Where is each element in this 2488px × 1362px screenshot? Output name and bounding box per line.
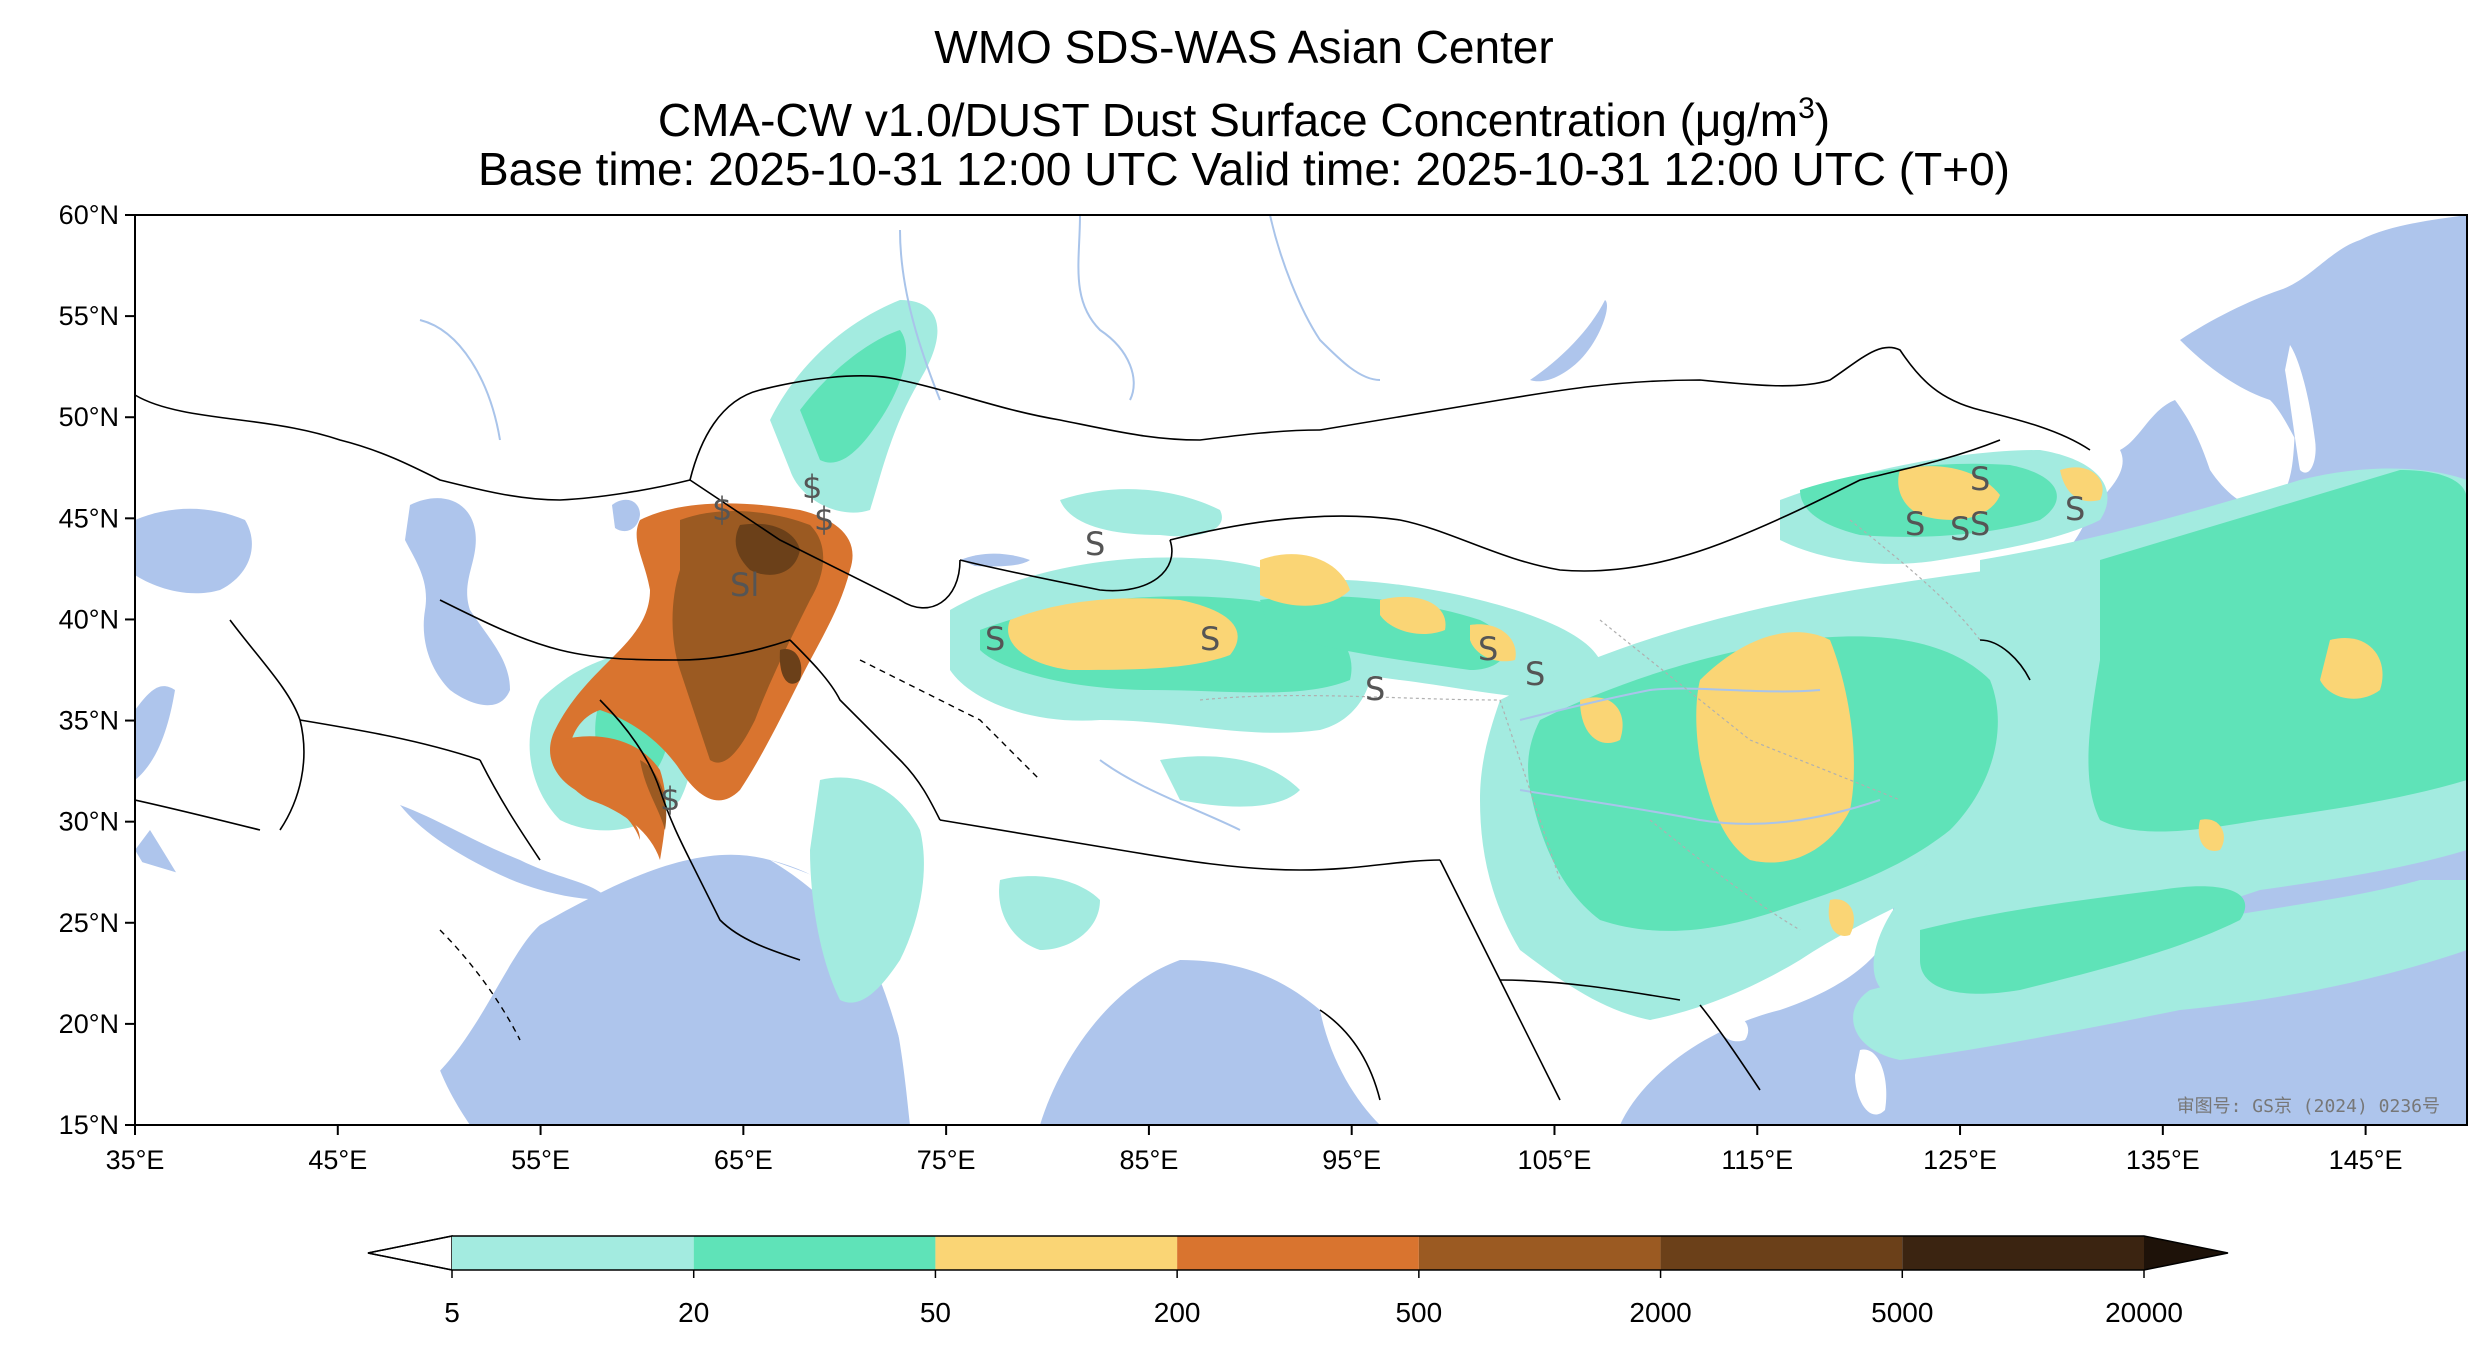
map-area: $ $ $ Sl $ S S S S S S S S S S S 审图号: GS… <box>135 215 2467 1125</box>
dust-storm-symbol: S <box>1085 525 1105 563</box>
colorbar-segment <box>1902 1236 2144 1270</box>
map-frame <box>134 214 2468 1126</box>
lat-tick-label: 20°N <box>59 1009 119 1039</box>
colorbar-level-label: 5 <box>444 1297 460 1328</box>
lon-tick-label: 135°E <box>2126 1145 2200 1175</box>
dust-storm-symbol: S <box>1950 510 1970 548</box>
subtitle-superscript: 3 <box>1798 92 1815 125</box>
dust-level-2000-5000 <box>735 523 802 684</box>
province-borders <box>1199 519 1981 931</box>
lon-tick-label: 75°E <box>917 1145 976 1175</box>
colorbar: 5 20 50 200 500 2000 5000 20000 <box>367 1235 2229 1328</box>
black-sea <box>135 508 252 594</box>
longitude-axis: 35°E 45°E 55°E 65°E 75°E 85°E 95°E 105°E 115°E 12… <box>106 1125 2403 1175</box>
lon-tick-label: 45°E <box>308 1145 367 1175</box>
caspian-sea <box>405 498 510 706</box>
colorbar-level-label: 20000 <box>2105 1297 2183 1328</box>
map-title: WMO SDS-WAS Asian Center <box>934 21 1554 73</box>
dust-level-500-2000 <box>640 510 824 830</box>
colorbar-level-label: 500 <box>1395 1297 1442 1328</box>
colorbar-level-label: 50 <box>920 1297 951 1328</box>
arabian-sea <box>135 854 910 1125</box>
dust-storm-symbol: S <box>1970 460 1990 498</box>
lon-tick-label: 55°E <box>511 1145 570 1175</box>
hainan <box>1719 1014 1749 1042</box>
lat-tick-label: 25°N <box>59 908 119 938</box>
sea-of-okhotsk <box>2180 215 2467 470</box>
rivers <box>419 215 1881 831</box>
lon-tick-label: 35°E <box>106 1145 165 1175</box>
dust-storm-symbol: $ <box>712 490 732 528</box>
lon-tick-label: 125°E <box>1923 1145 1997 1175</box>
dust-storm-symbol: S <box>1525 655 1545 693</box>
colorbar-segment <box>693 1236 936 1270</box>
colorbar-level-label: 5000 <box>1871 1297 1933 1328</box>
luzon <box>1855 1049 1887 1115</box>
dust-storm-symbol: $ <box>814 500 834 538</box>
map-subtitle: CMA-CW v1.0/DUST Dust Surface Concentrat… <box>0 82 2488 147</box>
lat-tick-label: 45°N <box>59 503 119 533</box>
lat-tick-label: 50°N <box>59 402 119 432</box>
lake-baikal <box>1530 300 1608 382</box>
lat-tick-label: 40°N <box>59 604 119 634</box>
lat-tick-label: 60°N <box>59 200 119 230</box>
colorbar-level-label: 200 <box>1154 1297 1201 1328</box>
india-peninsula <box>770 860 1060 1125</box>
dust-storm-symbol: S <box>1478 630 1498 668</box>
colorbar-level-label: 2000 <box>1629 1297 1691 1328</box>
latitude-axis: 60°N 55°N 50°N 45°N 40°N 35°N 30°N 25°N 20°N 15°N <box>59 200 135 1140</box>
map-approval-stamp: 审图号: GS京 (2024) 0236号 <box>2177 1096 2440 1117</box>
lon-tick-label: 85°E <box>1119 1145 1178 1175</box>
lat-tick-label: 15°N <box>59 1110 119 1140</box>
dust-storm-symbol: $ <box>802 468 822 506</box>
colorbar-under-extension <box>367 1235 453 1271</box>
colorbar-segment <box>935 1236 1178 1270</box>
dust-storm-symbol: S <box>985 620 1005 658</box>
lon-tick-label: 65°E <box>714 1145 773 1175</box>
dust-storm-symbol: S <box>1200 620 1220 658</box>
sakhalin <box>2285 345 2316 473</box>
arabian-coast <box>135 860 470 1125</box>
colorbar-segment <box>1177 1236 1419 1270</box>
lake-balkhash <box>960 553 1030 567</box>
disputed-borders <box>439 659 1041 1041</box>
map-time-info: Base time: 2025-10-31 12:00 UTC Valid ti… <box>478 143 2010 195</box>
lon-tick-label: 105°E <box>1518 1145 1592 1175</box>
mediterranean <box>135 686 175 780</box>
bay-of-bengal <box>1040 960 1380 1125</box>
dust-storm-symbol: Sl <box>730 566 759 604</box>
colorbar-segment <box>452 1236 694 1270</box>
colorbar-over-extension <box>2144 1236 2228 1270</box>
aral-sea <box>612 499 640 532</box>
country-borders <box>135 346 2091 1101</box>
lat-tick-label: 35°N <box>59 706 119 736</box>
subtitle-text: CMA-CW v1.0/DUST Dust Surface Concentrat… <box>657 94 1799 146</box>
colorbar-segment <box>1660 1236 1903 1270</box>
dust-storm-symbol: S <box>1365 670 1385 708</box>
lon-tick-label: 115°E <box>1721 1145 1793 1175</box>
dust-storm-symbol: S <box>1970 505 1990 543</box>
dust-storm-symbol: $ <box>660 780 680 818</box>
lat-tick-label: 30°N <box>59 807 119 837</box>
lon-tick-label: 95°E <box>1322 1145 1381 1175</box>
colorbar-segment <box>1418 1236 1661 1270</box>
dust-storm-symbols: $ $ $ Sl $ S S S S S S S S S S S <box>660 460 2085 818</box>
lon-tick-label: 145°E <box>2329 1145 2403 1175</box>
persian-gulf <box>400 805 610 900</box>
subtitle-end: ) <box>1814 94 1831 146</box>
dust-storm-symbol: S <box>2065 490 2085 528</box>
dust-storm-symbol: S <box>1905 505 1925 543</box>
colorbar-level-label: 20 <box>678 1297 709 1328</box>
dust-concentration-fields <box>529 300 2467 1060</box>
lat-tick-label: 55°N <box>59 301 119 331</box>
